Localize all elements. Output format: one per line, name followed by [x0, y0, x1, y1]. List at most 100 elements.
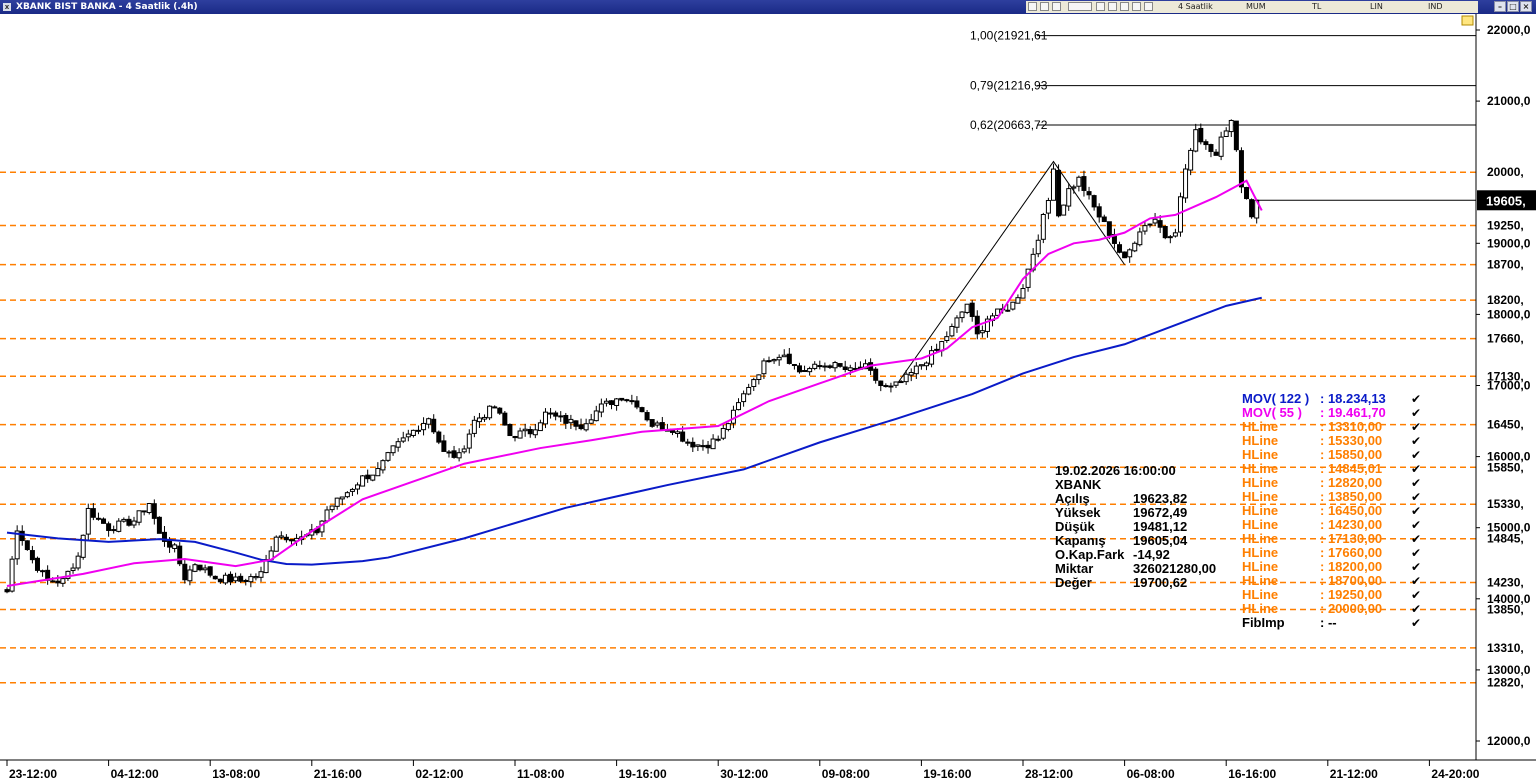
candle-body [542, 411, 548, 425]
candle [949, 323, 955, 338]
minimize-button[interactable]: – [1494, 1, 1506, 12]
candle-body [461, 448, 467, 453]
candle [14, 525, 20, 565]
candle-body [1086, 191, 1092, 196]
candle [771, 358, 777, 364]
hline-label-bg [1477, 416, 1536, 433]
candle [923, 361, 929, 371]
candle [802, 365, 808, 373]
candle-body [136, 510, 142, 523]
data-window-value: -14,92 [1133, 547, 1170, 562]
candle [1015, 294, 1021, 304]
candle-body [979, 330, 985, 334]
settings-icon[interactable] [1132, 2, 1141, 11]
candle [344, 491, 350, 499]
candle [1142, 220, 1148, 235]
candle-body [1238, 150, 1244, 188]
candle-body [847, 367, 853, 371]
paste-icon[interactable] [1040, 2, 1049, 11]
candle-body [40, 570, 46, 573]
candle [182, 558, 188, 584]
scale-selector[interactable]: LIN [1370, 2, 1383, 11]
candle-body [217, 578, 223, 583]
price-chart[interactable]: 20000, 19250, 18700, 18200, 17660, 17130, 1645… [0, 14, 1536, 781]
chart-style-selector[interactable]: MUM [1246, 2, 1266, 11]
grid-icon[interactable] [1096, 2, 1105, 11]
candle-body [609, 400, 615, 406]
candle-body [873, 368, 879, 381]
candle [1020, 284, 1026, 299]
currency-selector[interactable]: TL [1312, 2, 1322, 11]
pencil-icon[interactable] [1120, 2, 1129, 11]
candle-body [1167, 236, 1173, 239]
copy-icon[interactable] [1028, 2, 1037, 11]
candle-body [1035, 239, 1041, 255]
candle-body [842, 366, 848, 371]
candle-body [558, 415, 564, 418]
candle-body [1228, 119, 1234, 133]
candle-body [390, 445, 396, 454]
print-icon[interactable] [1052, 2, 1061, 11]
candle-body [405, 433, 411, 438]
candle [258, 566, 264, 582]
candle [131, 516, 137, 529]
close-button[interactable]: × [1520, 1, 1532, 12]
lock-icon[interactable] [1144, 2, 1153, 11]
legend-value: : 19250,00 [1320, 587, 1382, 602]
window-menu-icon[interactable]: x [3, 3, 11, 11]
candle [634, 396, 640, 410]
candle [370, 474, 376, 482]
maximize-button[interactable]: □ [1507, 1, 1519, 12]
candle-body [756, 374, 762, 380]
legend-name: MOV( 55 ) [1242, 405, 1302, 420]
candle [466, 429, 472, 454]
candle [95, 512, 101, 521]
candle-body [1050, 168, 1056, 201]
legend-value: : 12820,00 [1320, 475, 1382, 490]
data-window: 19.02.2026 16:00:00 XBANK Açılış 19623,82… [1055, 463, 1216, 590]
candle-body [1183, 168, 1189, 199]
zoom-icon[interactable] [1108, 2, 1117, 11]
indicator-selector[interactable]: IND [1428, 2, 1443, 11]
candle-body [126, 518, 132, 526]
legend-name: HLine [1242, 503, 1278, 518]
candle-body [984, 318, 990, 332]
candle-body [995, 308, 1001, 316]
candle-body [14, 530, 20, 560]
candle-body [695, 444, 701, 447]
candle-body [1162, 225, 1168, 239]
candle [1056, 164, 1062, 218]
candle-body [852, 367, 858, 370]
candle-body [151, 503, 157, 519]
hline-label-bg [1477, 164, 1536, 181]
candle [578, 418, 584, 431]
candle-body [146, 503, 152, 514]
last-price-bg [1477, 190, 1536, 211]
candle-body [1132, 242, 1138, 252]
legend-name: HLine [1242, 447, 1278, 462]
horizontal-lines: 20000, 19250, 18700, 18200, 17660, 17130, 1645… [0, 164, 1536, 691]
candle [228, 571, 234, 586]
hline-label: 18700, [1487, 258, 1524, 272]
candle [573, 420, 579, 431]
drawing-tools-icon[interactable] [1068, 2, 1092, 11]
candle [527, 426, 533, 438]
candle-body [34, 557, 40, 571]
time-tick-label: 11-08:00 [517, 767, 565, 781]
period-selector[interactable]: 4 Saatlik [1178, 2, 1213, 11]
candle [837, 363, 843, 368]
legend-value: : 17660,00 [1320, 545, 1382, 560]
candle [487, 405, 493, 421]
candle [233, 572, 239, 584]
candle-body [101, 518, 107, 524]
candle [75, 552, 81, 571]
candle [426, 417, 432, 429]
candle-body [1218, 136, 1224, 157]
candle [609, 400, 615, 410]
moving-averages [6, 179, 1263, 587]
candle-body [832, 362, 838, 369]
candle [1122, 251, 1128, 259]
candle-body [29, 550, 35, 561]
candle-body [4, 589, 10, 593]
candle [400, 431, 406, 444]
